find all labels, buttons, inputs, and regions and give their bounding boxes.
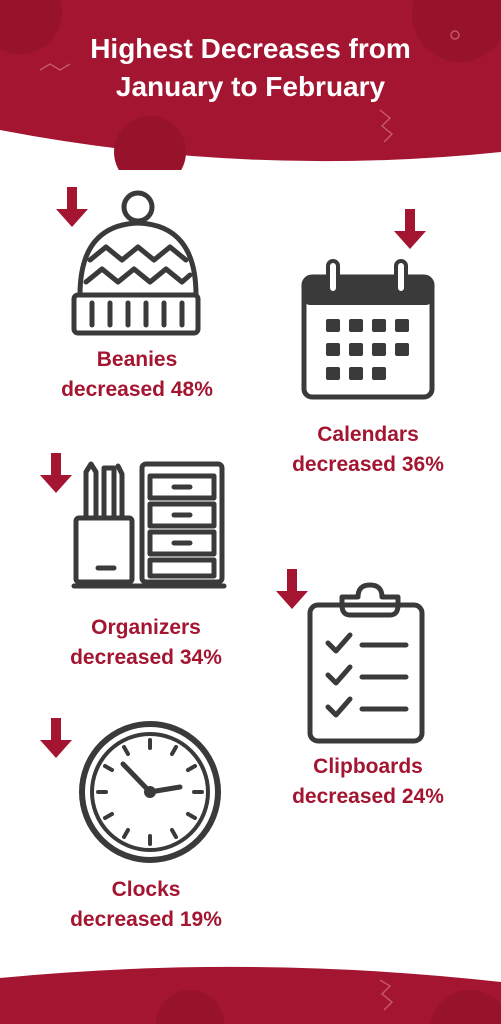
clipboards-item (272, 565, 432, 745)
footer-banner (0, 960, 501, 1024)
header-background (0, 0, 501, 170)
clipboards-caption: Clipboards decreased 24% (248, 752, 488, 812)
header-banner: Highest Decreases from January to Februa… (0, 0, 501, 170)
clocks-caption: Clocks decreased 19% (26, 875, 266, 935)
clocks-value: decreased 19% (70, 908, 222, 931)
beanies-item (50, 185, 210, 345)
beanie-icon (71, 190, 201, 336)
clipboards-label: Clipboards (313, 755, 423, 778)
clipboard-icon (307, 582, 425, 744)
beanies-value: decreased 48% (61, 378, 213, 401)
clocks-label: Clocks (111, 878, 181, 901)
beanies-arrow-icon (56, 187, 88, 227)
calendars-value: decreased 36% (292, 453, 444, 476)
title-line-2: January to February (115, 71, 386, 102)
calendars-item (300, 205, 440, 405)
clocks-item (38, 715, 221, 865)
page-title: Highest Decreases from January to Februa… (0, 30, 501, 106)
calendars-label: Calendars (317, 423, 419, 446)
calendars-caption: Calendars decreased 36% (248, 420, 488, 480)
title-line-1: Highest Decreases from (90, 33, 411, 64)
clipboards-arrow-icon (276, 569, 308, 609)
clock-icon (79, 721, 221, 863)
clocks-arrow-icon (40, 718, 72, 758)
calendar-icon (301, 259, 435, 400)
footer-background (0, 966, 501, 1024)
calendars-arrow-icon (394, 209, 426, 249)
beanies-label: Beanies (96, 348, 178, 371)
organizers-value: decreased 34% (70, 646, 222, 669)
clipboards-value: decreased 24% (292, 785, 444, 808)
organizers-arrow-icon (40, 453, 72, 493)
beanies-caption: Beanies decreased 48% (17, 345, 257, 405)
organizers-item (38, 450, 238, 600)
organizer-icon (71, 461, 227, 589)
organizers-label: Organizers (91, 616, 201, 639)
organizers-caption: Organizers decreased 34% (26, 613, 266, 673)
